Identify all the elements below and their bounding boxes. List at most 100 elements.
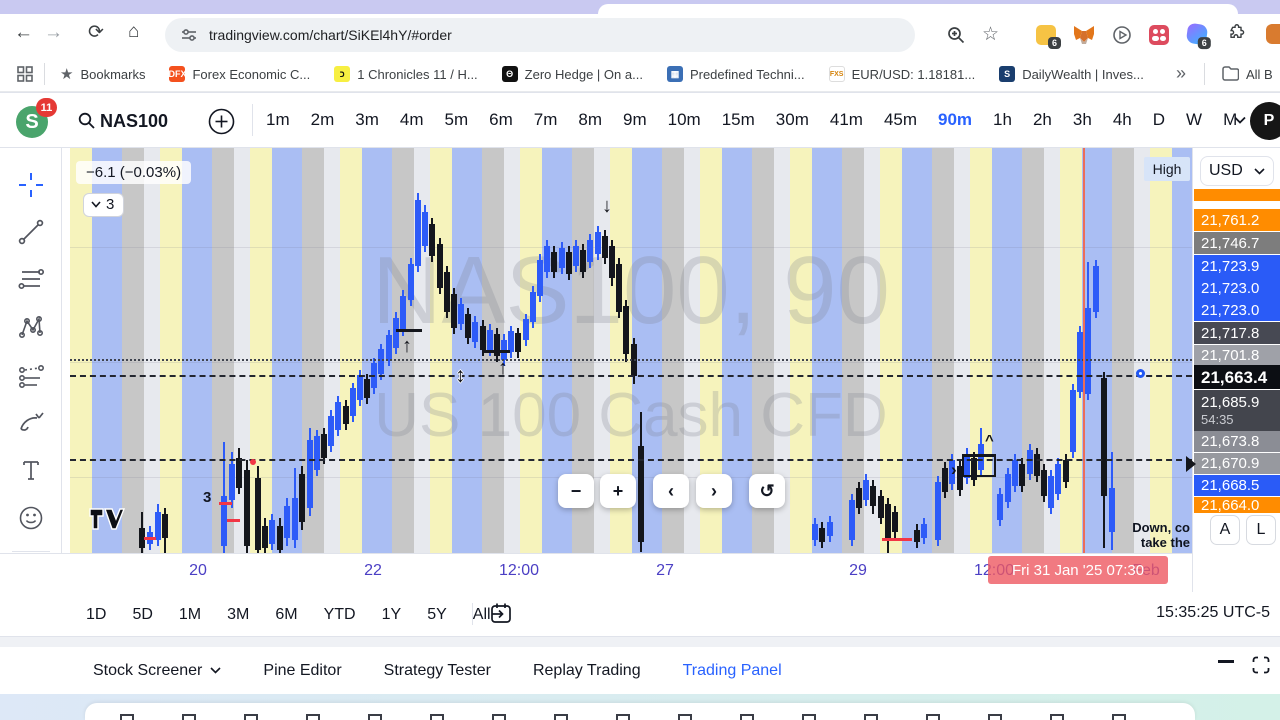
clock-utc[interactable]: 15:35:25 UTC-5 <box>1156 604 1270 621</box>
toolbar-icon-stub[interactable] <box>1050 714 1064 720</box>
bookmark-item[interactable]: DFX Forex Economic C... <box>168 66 310 82</box>
dashed-price-line-current[interactable] <box>70 375 1192 377</box>
apps-grid-icon[interactable] <box>16 65 34 83</box>
xabcd-pattern-icon[interactable] <box>17 313 45 341</box>
pane-separator[interactable] <box>0 637 1280 647</box>
trend-line-icon[interactable] <box>17 218 45 246</box>
minus-button[interactable]: − <box>558 474 594 508</box>
timeframe-2h[interactable]: 2h <box>1032 110 1052 129</box>
folder-icon[interactable] <box>1222 66 1239 81</box>
timeframe-1h[interactable]: 1h <box>993 110 1012 129</box>
zoom-page-icon[interactable] <box>947 26 965 44</box>
site-settings-icon[interactable] <box>181 27 197 43</box>
bookmark-star-icon[interactable]: ☆ <box>982 24 1000 45</box>
extension-spark-icon[interactable]: 6 <box>1185 22 1211 50</box>
bookmark-item[interactable]: Θ Zero Hedge | On a... <box>501 66 643 82</box>
timeframe-6m[interactable]: 6m <box>489 110 513 129</box>
timeframe-7m[interactable]: 7m <box>533 110 558 129</box>
range-5d[interactable]: 5D <box>132 605 153 623</box>
timeframe-5m[interactable]: 5m <box>444 110 469 129</box>
range-1d[interactable]: 1D <box>86 605 107 623</box>
text-tool-icon[interactable] <box>17 456 45 484</box>
timeframe-more-chevron-icon[interactable] <box>1234 116 1246 124</box>
extension-yellow-icon[interactable]: 6 <box>1036 25 1061 49</box>
timeframe-10m[interactable]: 10m <box>667 110 701 129</box>
toolbar-icon-stub[interactable] <box>802 714 816 720</box>
toolbar-icon-stub[interactable] <box>1112 714 1126 720</box>
toolbar-icon-stub[interactable] <box>492 714 506 720</box>
toolbar-icon-stub[interactable] <box>182 714 196 720</box>
shield-play-icon[interactable] <box>1112 25 1132 45</box>
bookmark-item[interactable]: FXS EUR/USD: 1.18181... <box>828 66 975 82</box>
tab-strategy-tester[interactable]: Strategy Tester <box>383 661 491 679</box>
range-ytd[interactable]: YTD <box>323 605 356 623</box>
range-3m[interactable]: 3M <box>227 605 250 623</box>
fib-retracement-icon[interactable] <box>17 266 45 294</box>
tab-replay-trading[interactable]: Replay Trading <box>532 661 641 679</box>
timeframe-45m[interactable]: 45m <box>883 110 918 129</box>
back-icon[interactable]: ← <box>14 22 33 43</box>
timeframe-D[interactable]: D <box>1152 110 1166 129</box>
bookmarks-overflow-chevron[interactable]: » <box>1176 63 1187 83</box>
next-button[interactable]: › <box>696 474 732 508</box>
symbol-search-icon[interactable] <box>78 112 95 129</box>
reload-icon[interactable]: ⟳ <box>88 22 104 43</box>
timeframe-4m[interactable]: 4m <box>399 110 424 129</box>
range-6m[interactable]: 6M <box>275 605 298 623</box>
maximize-panel-icon[interactable] <box>1252 656 1270 674</box>
timeframe-1m[interactable]: 1m <box>266 110 290 129</box>
forecast-tool-icon[interactable] <box>17 361 45 389</box>
log-scale-button[interactable]: L <box>1246 515 1276 545</box>
address-bar[interactable]: tradingview.com/chart/SiKEl4hY/#order <box>165 18 915 52</box>
add-symbol-icon[interactable] <box>208 108 235 135</box>
minimize-panel-icon[interactable] <box>1218 660 1234 663</box>
range-1y[interactable]: 1Y <box>381 605 402 623</box>
toolbar-icon-stub[interactable] <box>554 714 568 720</box>
emoji-tool-icon[interactable] <box>17 504 45 532</box>
goto-date-icon[interactable] <box>488 601 514 627</box>
toolbar-icon-stub[interactable] <box>926 714 940 720</box>
auto-scale-button[interactable]: A <box>1210 515 1240 545</box>
dashed-price-line-lower[interactable] <box>70 459 1192 461</box>
timeframe-41m[interactable]: 41m <box>829 110 863 129</box>
bookmark-item[interactable]: כ 1 Chronicles 11 / H... <box>334 66 478 82</box>
dotted-price-line[interactable] <box>70 359 1192 361</box>
bookmark-item[interactable]: ▦ Predefined Techni... <box>666 66 805 82</box>
brush-tool-icon[interactable] <box>17 408 45 436</box>
toolbar-icon-stub[interactable] <box>368 714 382 720</box>
profile-avatar[interactable] <box>1266 24 1280 44</box>
tab-stock-screener[interactable]: Stock Screener <box>93 662 221 680</box>
forward-icon[interactable]: → <box>44 22 63 43</box>
active-browser-tab[interactable] <box>598 4 1238 14</box>
all-bookmarks-label[interactable]: All B <box>1246 67 1273 82</box>
timeframe-3m[interactable]: 3m <box>355 110 379 129</box>
chart-pane[interactable]: NAS100, 90 US 100 Cash CFD ↑ ↑ ↓ › ^ ↕ −6.1 … <box>70 148 1192 553</box>
timeframe-2m[interactable]: 2m <box>310 110 335 129</box>
toolbar-icon-stub[interactable] <box>120 714 134 720</box>
bookmark-item[interactable]: ★ Bookmarks <box>60 65 145 83</box>
currency-dropdown[interactable]: USD <box>1200 156 1274 186</box>
replay-cursor-line[interactable] <box>1083 148 1085 553</box>
timeframe-M[interactable]: M <box>1223 110 1238 129</box>
toolbar-icon-stub[interactable] <box>988 714 1002 720</box>
toolbar-icon-stub[interactable] <box>616 714 630 720</box>
toolbar-icon-stub[interactable] <box>864 714 878 720</box>
replay-toolbar-clipped[interactable] <box>85 703 1195 720</box>
range-all[interactable]: All <box>472 605 491 623</box>
crosshair-icon[interactable] <box>17 171 45 199</box>
timeframe-3h[interactable]: 3h <box>1072 110 1092 129</box>
symbol-name[interactable]: NAS100 <box>100 111 169 131</box>
publish-button[interactable]: P <box>1250 102 1280 140</box>
home-icon[interactable]: ⌂ <box>128 21 140 42</box>
reset-button[interactable]: ↺ <box>749 474 785 508</box>
extension-people-icon[interactable] <box>1149 25 1169 45</box>
toolbar-icon-stub[interactable] <box>430 714 444 720</box>
range-5y[interactable]: 5Y <box>427 605 447 623</box>
timeframe-8m[interactable]: 8m <box>578 110 602 129</box>
tab-trading-panel[interactable]: Trading Panel <box>682 661 782 679</box>
timeframe-W[interactable]: W <box>1186 110 1203 129</box>
timeframe-30m[interactable]: 30m <box>775 110 809 129</box>
extensions-puzzle-icon[interactable] <box>1226 24 1246 44</box>
prev-button[interactable]: ‹ <box>653 474 689 508</box>
price-line-handle[interactable] <box>1136 369 1145 378</box>
